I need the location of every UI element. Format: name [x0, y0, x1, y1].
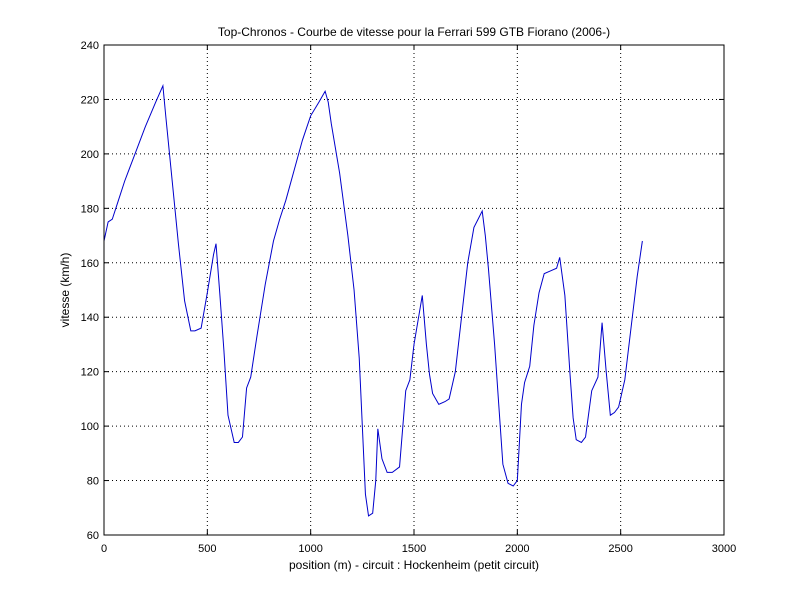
y-tick-label: 160: [81, 258, 99, 270]
x-tick-label: 1000: [298, 543, 322, 555]
x-tick-label: 1500: [402, 543, 426, 555]
y-tick-label: 140: [81, 312, 99, 324]
speed-series-line: [103, 83, 643, 517]
y-tick-label: 60: [87, 530, 99, 542]
x-tick-label: 2000: [505, 543, 529, 555]
x-tick-label: 500: [198, 543, 216, 555]
y-tick-label: 120: [81, 367, 99, 379]
y-axis-label: vitesse (km/h): [58, 253, 72, 328]
chart-title: Top-Chronos - Courbe de vitesse pour la …: [218, 25, 610, 39]
axis-ticks: 0 500 1000 1500 2000 2500 3000 60 80 100 120 140 160…: [81, 40, 737, 555]
x-tick-label: 0: [101, 543, 107, 555]
x-axis-label: position (m) - circuit : Hockenheim (pet…: [289, 558, 539, 572]
y-tick-label: 240: [81, 40, 99, 52]
y-tick-label: 180: [81, 203, 99, 215]
x-tick-label: 3000: [712, 543, 736, 555]
plot-frame: [103, 44, 725, 536]
y-tick-label: 100: [81, 421, 99, 433]
y-tick-label: 200: [81, 149, 99, 161]
y-tick-label: 80: [87, 476, 99, 488]
y-tick-label: 220: [81, 94, 99, 106]
x-tick-label: 2500: [608, 543, 632, 555]
